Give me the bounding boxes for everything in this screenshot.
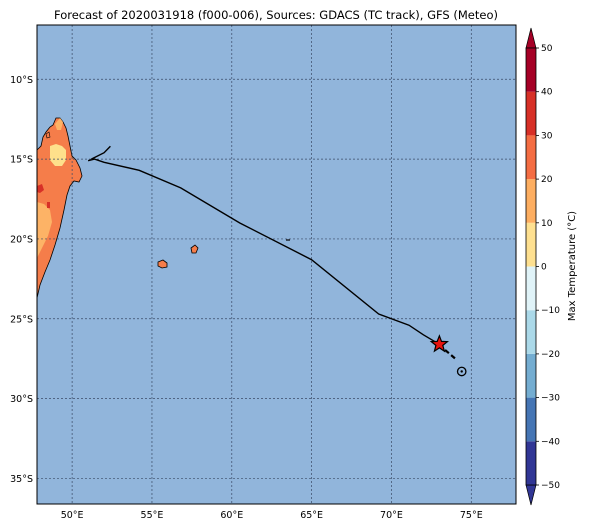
colorbar-band	[526, 397, 536, 442]
colorbar-tick-label: −30	[541, 394, 560, 404]
lon-tick-label: 75°E	[460, 510, 483, 521]
track-start-segment	[90, 145, 111, 160]
cyclone-track	[87, 145, 467, 377]
lon-tick-label: 70°E	[380, 510, 403, 521]
colorbar-tick-label: −10	[541, 306, 560, 316]
lat-tick-label: 30°S	[10, 394, 33, 405]
colorbar-band	[526, 179, 536, 223]
colorbar-label: Max Temperature (°C)	[567, 211, 578, 321]
map-title: Forecast of 2020031918 (f000-006), Sourc…	[54, 8, 498, 22]
map-frame	[36, 24, 517, 505]
colorbar-max-extension	[525, 27, 537, 49]
lon-tick-label: 55°E	[141, 510, 164, 521]
lon-tick-label: 60°E	[220, 510, 243, 521]
colorbar-band	[526, 91, 536, 136]
madagascar-land	[36, 117, 83, 299]
lon-tick-label: 50°E	[61, 510, 84, 521]
map-panel	[36, 24, 517, 505]
madagascar-north-islet	[45, 131, 51, 139]
colorbar-tick-label: −40	[541, 437, 560, 447]
colorbar-tick-label: 10	[541, 219, 553, 229]
colorbar-tick-label: −20	[541, 350, 560, 360]
colorbar-min-extension	[525, 484, 537, 506]
colorbar-band	[526, 310, 536, 354]
colorbar-tick-label: 20	[541, 175, 553, 185]
ocean-background	[37, 25, 516, 504]
colorbar-band	[526, 266, 536, 311]
colorbar-band	[526, 441, 536, 485]
colorbar-tick-label: 30	[541, 131, 553, 141]
colorbar-tick-label: 50	[541, 44, 553, 54]
madagascar-highland-mild	[37, 202, 52, 258]
colorbar-tick-label: 0	[541, 263, 547, 273]
lat-tick-label: 20°S	[10, 234, 33, 245]
mauritius-island	[190, 244, 199, 254]
lat-tick-label: 25°S	[10, 314, 33, 325]
colorbar-band	[526, 135, 536, 180]
current-position-star-icon	[429, 334, 450, 353]
colorbar-tick-label: −50	[541, 481, 560, 491]
forecast-position-dot	[460, 370, 463, 373]
colorbar-band	[526, 222, 536, 267]
madagascar-highland-mild-2	[55, 118, 63, 130]
madagascar-landmass	[36, 117, 83, 299]
colorbar-tick-label: 40	[541, 88, 553, 98]
madagascar-highland-pale	[50, 144, 66, 166]
lat-tick-label: 35°S	[10, 474, 33, 485]
colorbar-band	[526, 353, 536, 398]
colorbar-band	[526, 48, 536, 92]
madagascar-dark-spot	[37, 184, 44, 193]
track-past-line	[87, 158, 440, 345]
lon-tick-label: 65°E	[300, 510, 323, 521]
axis-tick-labels: 50°E 55°E 60°E 65°E 70°E 75°E 10°S 15°S 20°S 25°S…	[10, 75, 483, 521]
reunion-island	[157, 259, 168, 269]
lat-tick-label: 10°S	[10, 75, 33, 86]
colorbar: 50 40 30 20 10 0 −10 −20 −30 −40 −50	[525, 27, 560, 506]
lat-tick-label: 15°S	[10, 155, 33, 166]
forecast-position-marker	[456, 366, 467, 377]
madagascar-dark-spot-2	[47, 202, 50, 208]
